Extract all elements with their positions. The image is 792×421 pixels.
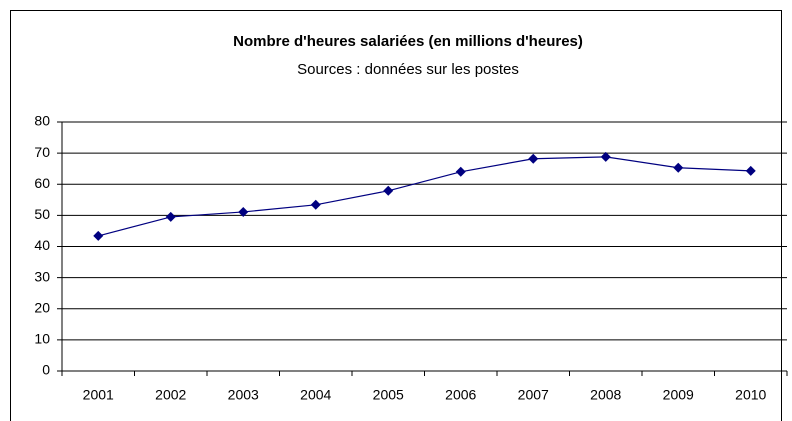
- data-point: [455, 166, 466, 177]
- x-tick-label: 2005: [373, 387, 404, 403]
- y-tick-label: 20: [34, 299, 50, 315]
- chart-title: Nombre d'heures salariées (en millions d…: [233, 33, 583, 50]
- data-point: [600, 151, 611, 162]
- data-point: [673, 162, 684, 173]
- data-point: [93, 230, 104, 241]
- y-tick-label: 50: [34, 206, 50, 222]
- data-point: [238, 206, 249, 217]
- x-tick-label: 2001: [83, 387, 114, 403]
- y-tick-label: 30: [34, 268, 50, 284]
- chart-subtitle: Sources : données sur les postes: [297, 61, 519, 78]
- x-tick-label: 2007: [518, 387, 549, 403]
- x-tick-label: 2006: [445, 387, 476, 403]
- x-tick-label: 2003: [228, 387, 259, 403]
- data-point: [745, 165, 756, 176]
- series-line: [98, 156, 751, 237]
- x-tick-label: 2008: [590, 387, 621, 403]
- x-tick-label: 2009: [663, 387, 694, 403]
- x-tick-label: 2004: [300, 387, 331, 403]
- data-point: [310, 199, 321, 210]
- y-tick-label: 70: [34, 144, 50, 160]
- data-point: [528, 153, 539, 164]
- data-point: [383, 185, 394, 196]
- data-point: [165, 211, 176, 222]
- y-tick-label: 0: [42, 362, 50, 378]
- y-tick-label: 10: [34, 331, 50, 347]
- y-tick-label: 80: [34, 113, 50, 129]
- x-tick-label: 2010: [735, 387, 766, 403]
- x-tick-label: 2002: [155, 387, 186, 403]
- y-tick-label: 40: [34, 237, 50, 253]
- y-tick-label: 60: [34, 175, 50, 191]
